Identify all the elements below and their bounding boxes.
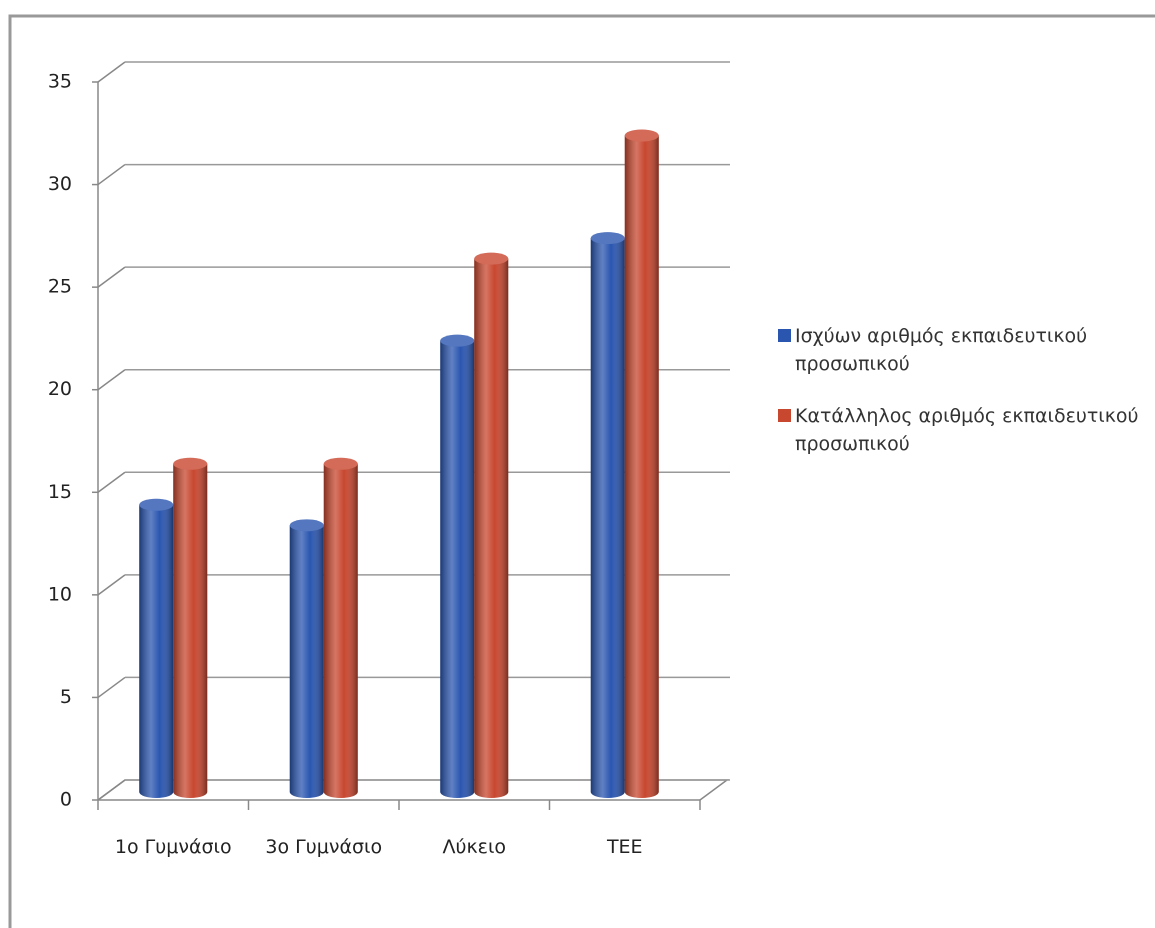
bar-top [289,519,324,532]
x-tick-label: 1ο Γυμνάσιο [114,836,232,858]
legend-item: Ισχύων αριθμός εκπαιδευτικού προσωπικού [778,322,1148,378]
bar-shade [624,135,659,799]
bar-top-shade [474,252,509,265]
bar-top-shade [323,457,358,470]
y-tick-depth [97,471,126,493]
y-tick-depth [97,163,126,186]
legend-swatch [778,409,791,422]
legend-label: Ισχύων αριθμός εκπαιδευτικού προσωπικού [795,325,1088,375]
bar-shade [474,258,509,799]
y-tick-label: 25 [48,276,72,298]
bar-top-shade [590,232,625,245]
bar-top [474,252,509,265]
legend-swatch [778,329,791,342]
bar-shade [590,238,625,799]
y-tick-label: 35 [48,71,72,93]
bar-shade [323,463,358,798]
legend-item: Κατάλληλος αριθμός εκπαιδευτικού προσωπι… [778,402,1148,458]
bar-top [173,457,208,470]
bar-top [323,457,358,470]
y-tick-depth [97,779,126,801]
legend-label: Κατάλληλος αριθμός εκπαιδευτικού προσωπι… [795,405,1139,455]
y-tick-depth [97,369,126,391]
bar-top [590,232,625,245]
y-tick-depth [97,61,126,83]
frame [8,14,1155,928]
bar-shade [139,504,174,798]
y-tick-label: 5 [60,686,72,708]
bar-top-shade [624,129,659,142]
bar-top-shade [289,519,324,532]
bar-shade [173,463,208,798]
x-tick-label: 3ο Γυμνάσιο [265,836,383,858]
y-tick-label: 0 [60,789,72,811]
bar-shade [440,340,475,798]
y-tick-depth [97,574,126,596]
bar-top [624,129,659,142]
bar-top [440,334,475,347]
y-tick-depth [97,676,126,699]
y-tick-label: 15 [48,481,72,503]
y-tick-label: 10 [48,583,72,605]
y-tick-label: 20 [48,378,72,400]
bar-top-shade [173,457,208,470]
bar-top-shade [440,334,475,347]
bar-top-shade [139,498,174,511]
x-tick-label: Λύκειο [442,836,506,858]
bar-top [139,498,174,511]
y-tick-depth [97,266,126,288]
y-tick-label: 30 [48,173,72,195]
x-tick-label: ΤΕΕ [606,836,643,858]
bar-shade [289,525,324,798]
